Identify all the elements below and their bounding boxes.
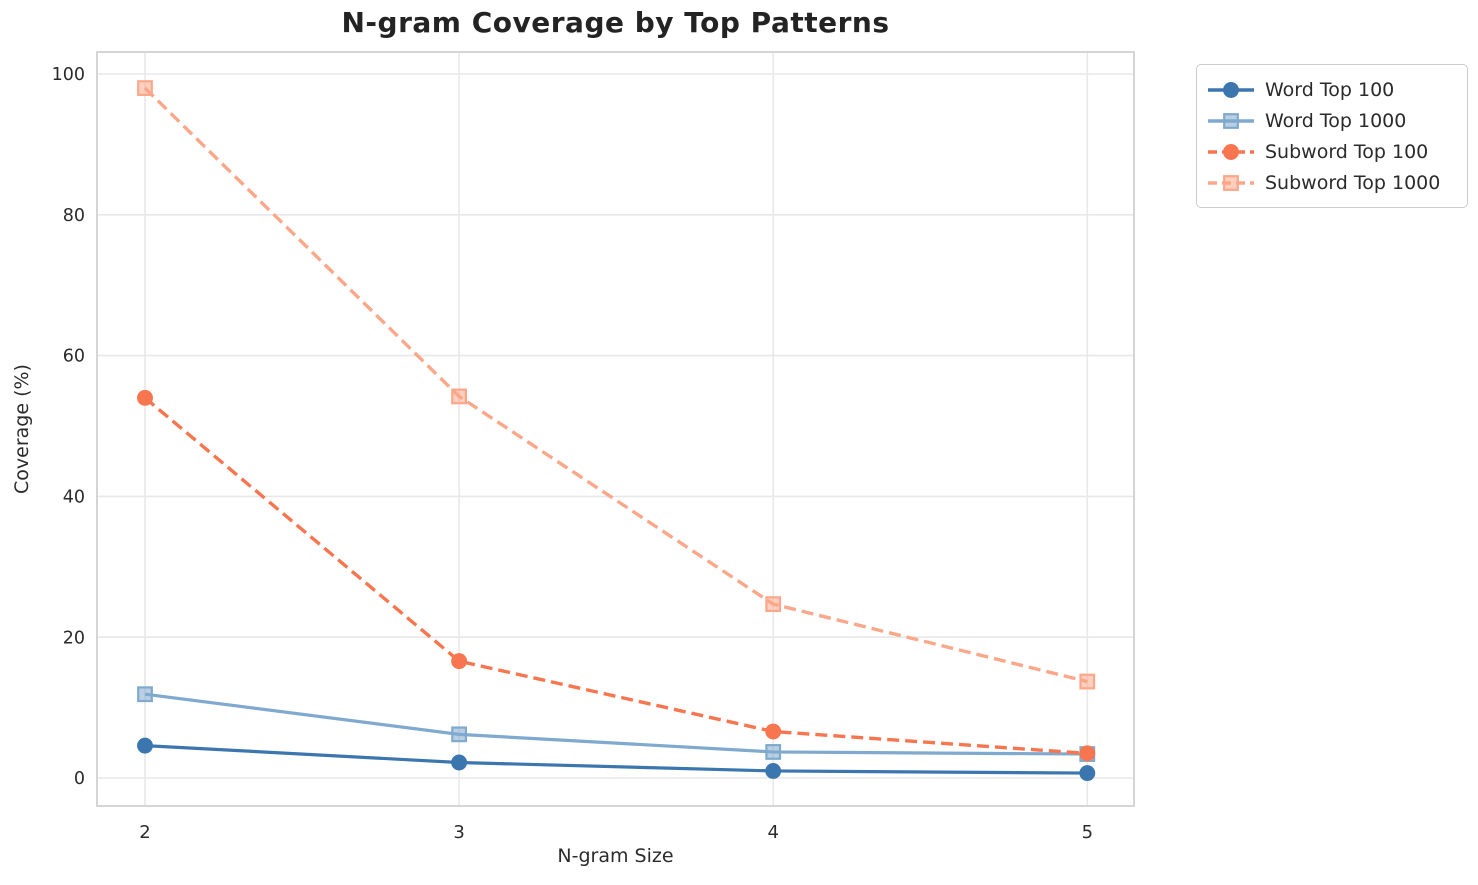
data-point-marker bbox=[1079, 745, 1096, 762]
data-point-marker bbox=[137, 80, 153, 96]
x-axis-label: N-gram Size bbox=[557, 845, 674, 867]
data-point-marker bbox=[765, 744, 782, 760]
data-point-marker bbox=[451, 754, 468, 771]
y-tick-label: 20 bbox=[63, 628, 85, 648]
legend-item: Word Top 1000 bbox=[1207, 105, 1455, 136]
y-tick-label: 60 bbox=[63, 347, 85, 367]
data-point-marker bbox=[137, 686, 153, 703]
series-line bbox=[143, 86, 1088, 684]
data-point-marker bbox=[137, 389, 153, 406]
legend-label: Subword Top 1000 bbox=[1265, 171, 1441, 194]
legend-label: Word Top 100 bbox=[1265, 78, 1395, 101]
legend-line-circle-icon bbox=[1208, 81, 1254, 98]
y-tick-label: 100 bbox=[52, 65, 85, 85]
legend-item: Word Top 100 bbox=[1207, 74, 1455, 105]
legend-line-square-icon bbox=[1208, 174, 1254, 191]
data-point-marker bbox=[1079, 765, 1096, 782]
data-point-marker bbox=[765, 723, 782, 740]
x-tick-label: 5 bbox=[1082, 822, 1093, 843]
x-tick-label: 4 bbox=[767, 822, 778, 843]
legend-line-square-icon bbox=[1208, 112, 1254, 129]
data-point-marker bbox=[451, 388, 467, 405]
legend-line-circle-icon bbox=[1208, 143, 1254, 160]
data-point-marker bbox=[1079, 673, 1096, 690]
series-line bbox=[144, 744, 1088, 775]
y-tick-label: 0 bbox=[74, 769, 85, 789]
y-tick-label: 80 bbox=[63, 206, 85, 226]
legend-item: Subword Top 100 bbox=[1207, 136, 1455, 167]
y-tick-label: 40 bbox=[63, 488, 85, 508]
series-line bbox=[143, 396, 1088, 756]
data-point-marker bbox=[451, 726, 467, 743]
x-tick-label: 3 bbox=[453, 822, 464, 843]
series-line bbox=[144, 692, 1088, 756]
legend: Word Top 100 Word Top 1000 Subword Top 100… bbox=[1196, 64, 1468, 208]
legend-label: Word Top 1000 bbox=[1265, 109, 1407, 132]
data-point-marker bbox=[137, 737, 153, 754]
axes-spines bbox=[96, 51, 1135, 807]
data-point-marker bbox=[765, 763, 782, 779]
legend-label: Subword Top 100 bbox=[1265, 140, 1429, 163]
legend-item: Subword Top 1000 bbox=[1207, 167, 1455, 198]
data-point-marker bbox=[451, 653, 468, 670]
chart-title: N-gram Coverage by Top Patterns bbox=[341, 6, 890, 39]
data-point-marker bbox=[765, 596, 782, 613]
x-tick-label: 2 bbox=[139, 822, 150, 843]
